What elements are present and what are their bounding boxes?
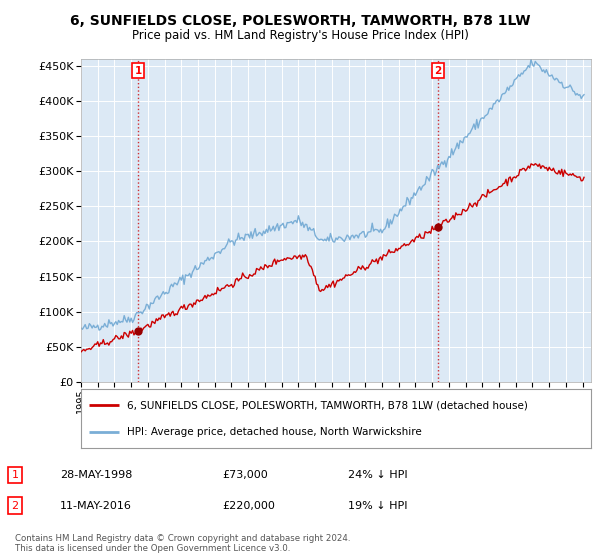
- Text: Price paid vs. HM Land Registry's House Price Index (HPI): Price paid vs. HM Land Registry's House …: [131, 29, 469, 42]
- Text: 2: 2: [11, 501, 19, 511]
- Text: Contains HM Land Registry data © Crown copyright and database right 2024.
This d: Contains HM Land Registry data © Crown c…: [15, 534, 350, 553]
- Text: 28-MAY-1998: 28-MAY-1998: [60, 470, 133, 480]
- Text: £220,000: £220,000: [222, 501, 275, 511]
- Text: £73,000: £73,000: [222, 470, 268, 480]
- Text: 2: 2: [434, 66, 442, 76]
- Text: 1: 1: [134, 66, 142, 76]
- Text: HPI: Average price, detached house, North Warwickshire: HPI: Average price, detached house, Nort…: [127, 427, 422, 437]
- Text: 11-MAY-2016: 11-MAY-2016: [60, 501, 132, 511]
- Text: 19% ↓ HPI: 19% ↓ HPI: [348, 501, 407, 511]
- Text: 6, SUNFIELDS CLOSE, POLESWORTH, TAMWORTH, B78 1LW: 6, SUNFIELDS CLOSE, POLESWORTH, TAMWORTH…: [70, 14, 530, 28]
- Text: 1: 1: [11, 470, 19, 480]
- Text: 24% ↓ HPI: 24% ↓ HPI: [348, 470, 407, 480]
- Text: 6, SUNFIELDS CLOSE, POLESWORTH, TAMWORTH, B78 1LW (detached house): 6, SUNFIELDS CLOSE, POLESWORTH, TAMWORTH…: [127, 400, 528, 410]
